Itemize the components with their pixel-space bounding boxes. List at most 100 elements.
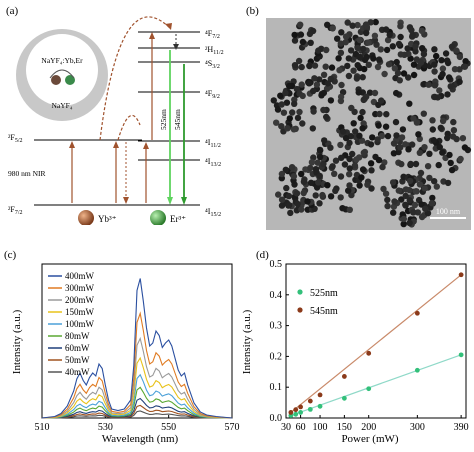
nanoparticle — [345, 187, 352, 194]
d-data-point — [414, 367, 420, 373]
er-4i112-label: ⁴I11/2 — [205, 138, 221, 149]
nanoparticle — [345, 72, 353, 80]
d-data-point — [298, 410, 303, 415]
nanoparticle — [367, 141, 375, 148]
nanoparticle — [399, 126, 407, 133]
nanoparticle — [347, 133, 355, 140]
nanoparticle — [334, 35, 341, 42]
nanoparticle — [294, 114, 302, 122]
nanoparticle — [285, 192, 293, 200]
d-ytick-label: 0.2 — [270, 351, 283, 362]
panel-c: (c) 510 530 550 570 400mW 300mW 200mW 150mW 100m… — [0, 230, 240, 447]
d-ytick-label: 0.3 — [270, 321, 283, 332]
yb-lower-label: ²F7/2 — [8, 205, 23, 216]
nanoparticle — [360, 96, 367, 104]
nanoparticle — [314, 159, 321, 166]
nanoparticle — [449, 133, 457, 140]
nanoparticle — [397, 51, 404, 58]
nanoparticle — [430, 137, 437, 144]
nanoparticle — [337, 40, 344, 47]
nanoparticle — [311, 75, 318, 82]
nanoparticle — [384, 132, 392, 140]
nanoparticle — [356, 182, 363, 189]
nanoparticle — [461, 144, 469, 151]
nanoparticle — [411, 201, 419, 209]
nanoparticle — [374, 136, 381, 143]
nanoparticle — [412, 43, 419, 50]
nanoparticle — [364, 181, 371, 188]
power-dependence-chart: (d) 30 60 100 150 200 300 390 0.0 0.1 0.2 0.3 0.4 0.… — [241, 249, 469, 445]
nanoparticle — [395, 40, 403, 48]
nanoparticle — [360, 45, 367, 53]
d-data-point — [307, 406, 313, 412]
er-abs-arrowhead-2 — [149, 32, 155, 39]
nanoparticle — [431, 68, 438, 75]
nanoparticle — [319, 191, 326, 199]
nanoparticle — [375, 156, 383, 164]
nanoparticle — [406, 219, 413, 227]
d-legend-marker — [297, 307, 303, 313]
nanoparticle — [444, 134, 451, 142]
nanoparticle — [284, 125, 291, 132]
d-data-point — [414, 310, 420, 316]
nanoparticle — [389, 179, 397, 186]
nanoparticle — [436, 87, 443, 94]
nanoparticle — [444, 57, 451, 64]
nanoparticle — [429, 117, 436, 124]
nanoparticle — [410, 71, 418, 79]
et-arrowhead-2 — [165, 23, 172, 30]
nanoparticle — [450, 118, 457, 126]
nanoparticle — [431, 82, 439, 89]
nanoparticle — [428, 200, 436, 207]
nanoparticle — [312, 192, 319, 199]
nanoparticle — [308, 159, 316, 166]
nanoparticle — [426, 150, 433, 157]
c-series-line — [41, 386, 233, 419]
nanoparticle — [453, 47, 460, 54]
nanoparticle — [311, 62, 319, 69]
nanoparticle — [369, 134, 376, 141]
nanoparticle — [390, 140, 398, 147]
nanoparticle — [456, 66, 463, 73]
nanoparticle — [282, 166, 289, 173]
nanoparticle — [342, 134, 350, 142]
energy-transfer-arc — [49, 69, 75, 79]
nanoparticle — [346, 139, 353, 147]
nanoparticle — [306, 62, 313, 70]
emission-arrowhead-525 — [167, 197, 173, 205]
nanoparticle — [378, 132, 386, 140]
nanoparticle — [451, 66, 459, 73]
nanoparticle — [329, 163, 336, 170]
nanoparticle — [393, 132, 400, 139]
d-data-point — [458, 352, 464, 358]
d-xtick-label: 300 — [410, 422, 425, 433]
nanoparticle — [315, 179, 322, 186]
nanoparticle — [409, 31, 416, 39]
nanoparticle — [431, 61, 438, 68]
nanoparticle — [395, 187, 402, 194]
nanoparticle — [444, 179, 452, 187]
nanoparticle — [346, 155, 353, 163]
nanoparticle — [398, 134, 406, 141]
nanoparticle — [277, 92, 284, 99]
d-xtick-label: 100 — [313, 422, 328, 433]
nanoparticle — [342, 39, 349, 46]
nanoparticle — [410, 61, 418, 68]
d-data-point — [288, 410, 294, 415]
nanoparticle — [316, 200, 323, 207]
nanoparticle — [420, 50, 428, 58]
nanoparticle — [320, 160, 327, 168]
nanoparticle — [327, 193, 335, 200]
nanoparticle — [280, 109, 288, 116]
nanoparticle — [350, 67, 357, 74]
d-xtick-label: 200 — [361, 422, 376, 433]
nanoparticle — [283, 184, 290, 192]
nanoparticle — [416, 149, 423, 156]
nanoparticle — [367, 160, 375, 167]
c-legend-label: 80mW — [65, 331, 90, 341]
nanoparticle — [316, 146, 324, 154]
emission-545-label: 545nm — [173, 109, 182, 130]
nanoparticle — [450, 127, 458, 134]
nanoparticle — [393, 58, 400, 66]
nanoparticle — [331, 170, 338, 177]
